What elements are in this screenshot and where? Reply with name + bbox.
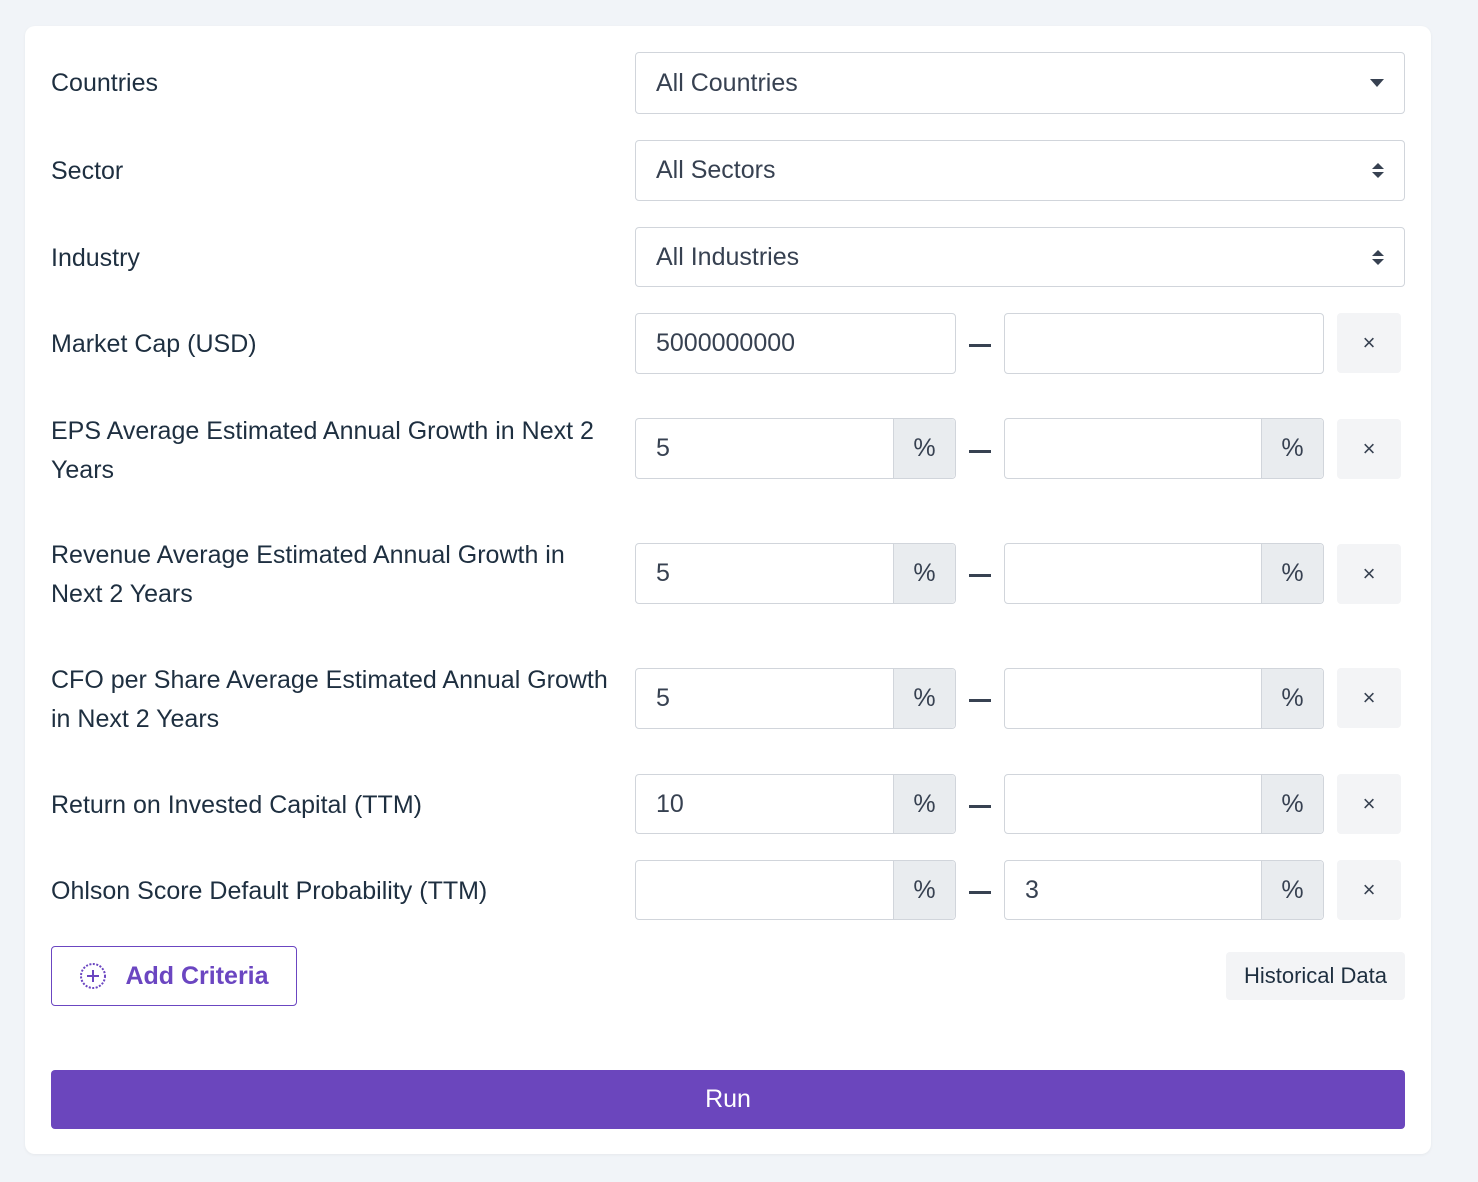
eps-growth-min-input[interactable]: 5 % bbox=[635, 418, 956, 479]
revenue-growth-max-input[interactable]: % bbox=[1004, 543, 1324, 604]
countries-select-value: All Countries bbox=[656, 68, 798, 97]
percent-addon: % bbox=[893, 669, 955, 728]
cfo-growth-min-input[interactable]: 5 % bbox=[635, 668, 956, 729]
percent-addon: % bbox=[1261, 544, 1323, 603]
caret-down-icon bbox=[1370, 79, 1384, 87]
industry-select[interactable]: All Industries bbox=[635, 227, 1405, 287]
remove-roic-button[interactable]: × bbox=[1337, 774, 1401, 834]
range-dash bbox=[969, 699, 991, 702]
percent-addon: % bbox=[1261, 419, 1323, 478]
historical-data-button[interactable]: Historical Data bbox=[1226, 952, 1405, 1000]
close-icon: × bbox=[1362, 685, 1376, 710]
eps-growth-label: EPS Average Estimated Annual Growth in N… bbox=[51, 417, 594, 484]
close-icon: × bbox=[1362, 877, 1376, 902]
close-icon: × bbox=[1362, 330, 1376, 355]
revenue-growth-min-value: 5 bbox=[656, 559, 670, 587]
range-dash bbox=[969, 574, 991, 577]
remove-eps-growth-button[interactable]: × bbox=[1337, 419, 1401, 479]
range-dash bbox=[969, 891, 991, 894]
ohlson-score-max-input[interactable]: 3 % bbox=[1004, 860, 1324, 920]
ohlson-score-label: Ohlson Score Default Probability (TTM) bbox=[51, 877, 488, 905]
eps-growth-max-input[interactable]: % bbox=[1004, 418, 1324, 479]
roic-min-input[interactable]: 10 % bbox=[635, 774, 956, 834]
revenue-growth-min-input[interactable]: 5 % bbox=[635, 543, 956, 604]
add-criteria-label: Add Criteria bbox=[125, 961, 269, 990]
roic-label: Return on Invested Capital (TTM) bbox=[51, 791, 422, 819]
run-button[interactable]: Run bbox=[51, 1070, 1405, 1129]
percent-addon: % bbox=[893, 775, 955, 833]
cfo-growth-max-input[interactable]: % bbox=[1004, 668, 1324, 729]
remove-cfo-growth-button[interactable]: × bbox=[1337, 668, 1401, 728]
percent-addon: % bbox=[893, 861, 955, 919]
industry-label: Industry bbox=[51, 244, 140, 272]
percent-addon: % bbox=[893, 419, 955, 478]
roic-max-input[interactable]: % bbox=[1004, 774, 1324, 834]
sector-select-value: All Sectors bbox=[656, 156, 776, 184]
percent-addon: % bbox=[1261, 669, 1323, 728]
eps-growth-min-value: 5 bbox=[656, 434, 670, 462]
close-icon: × bbox=[1362, 791, 1376, 816]
roic-min-value: 10 bbox=[656, 789, 684, 818]
range-dash bbox=[969, 344, 991, 347]
cfo-growth-min-value: 5 bbox=[656, 684, 670, 712]
industry-select-value: All Industries bbox=[656, 242, 800, 271]
up-down-arrows-icon bbox=[1372, 249, 1384, 265]
market-cap-max-input[interactable] bbox=[1004, 313, 1324, 374]
percent-addon: % bbox=[1261, 775, 1323, 833]
market-cap-min-value: 5000000000 bbox=[656, 329, 796, 357]
close-icon: × bbox=[1362, 436, 1376, 461]
remove-ohlson-score-button[interactable]: × bbox=[1337, 860, 1401, 920]
countries-label: Countries bbox=[51, 69, 158, 97]
add-criteria-button[interactable]: Add Criteria bbox=[51, 946, 297, 1006]
remove-revenue-growth-button[interactable]: × bbox=[1337, 544, 1401, 604]
plus-circle-icon bbox=[80, 963, 107, 989]
percent-addon: % bbox=[893, 544, 955, 603]
range-dash bbox=[969, 450, 991, 453]
percent-addon: % bbox=[1261, 861, 1323, 919]
screener-form-card: Countries All Countries Sector All Secto… bbox=[25, 26, 1431, 1154]
remove-market-cap-button[interactable]: × bbox=[1337, 313, 1401, 373]
ohlson-score-max-value: 3 bbox=[1025, 875, 1039, 904]
cfo-growth-label: CFO per Share Average Estimated Annual G… bbox=[51, 666, 608, 733]
market-cap-label: Market Cap (USD) bbox=[51, 330, 257, 358]
countries-select[interactable]: All Countries bbox=[635, 52, 1405, 114]
sector-label: Sector bbox=[51, 157, 124, 185]
revenue-growth-label: Revenue Average Estimated Annual Growth … bbox=[51, 541, 565, 608]
range-dash bbox=[969, 805, 991, 808]
market-cap-min-input[interactable]: 5000000000 bbox=[635, 313, 956, 374]
close-icon: × bbox=[1362, 561, 1376, 586]
up-down-arrows-icon bbox=[1372, 163, 1384, 178]
ohlson-score-min-input[interactable]: % bbox=[635, 860, 956, 920]
sector-select[interactable]: All Sectors bbox=[635, 140, 1405, 201]
